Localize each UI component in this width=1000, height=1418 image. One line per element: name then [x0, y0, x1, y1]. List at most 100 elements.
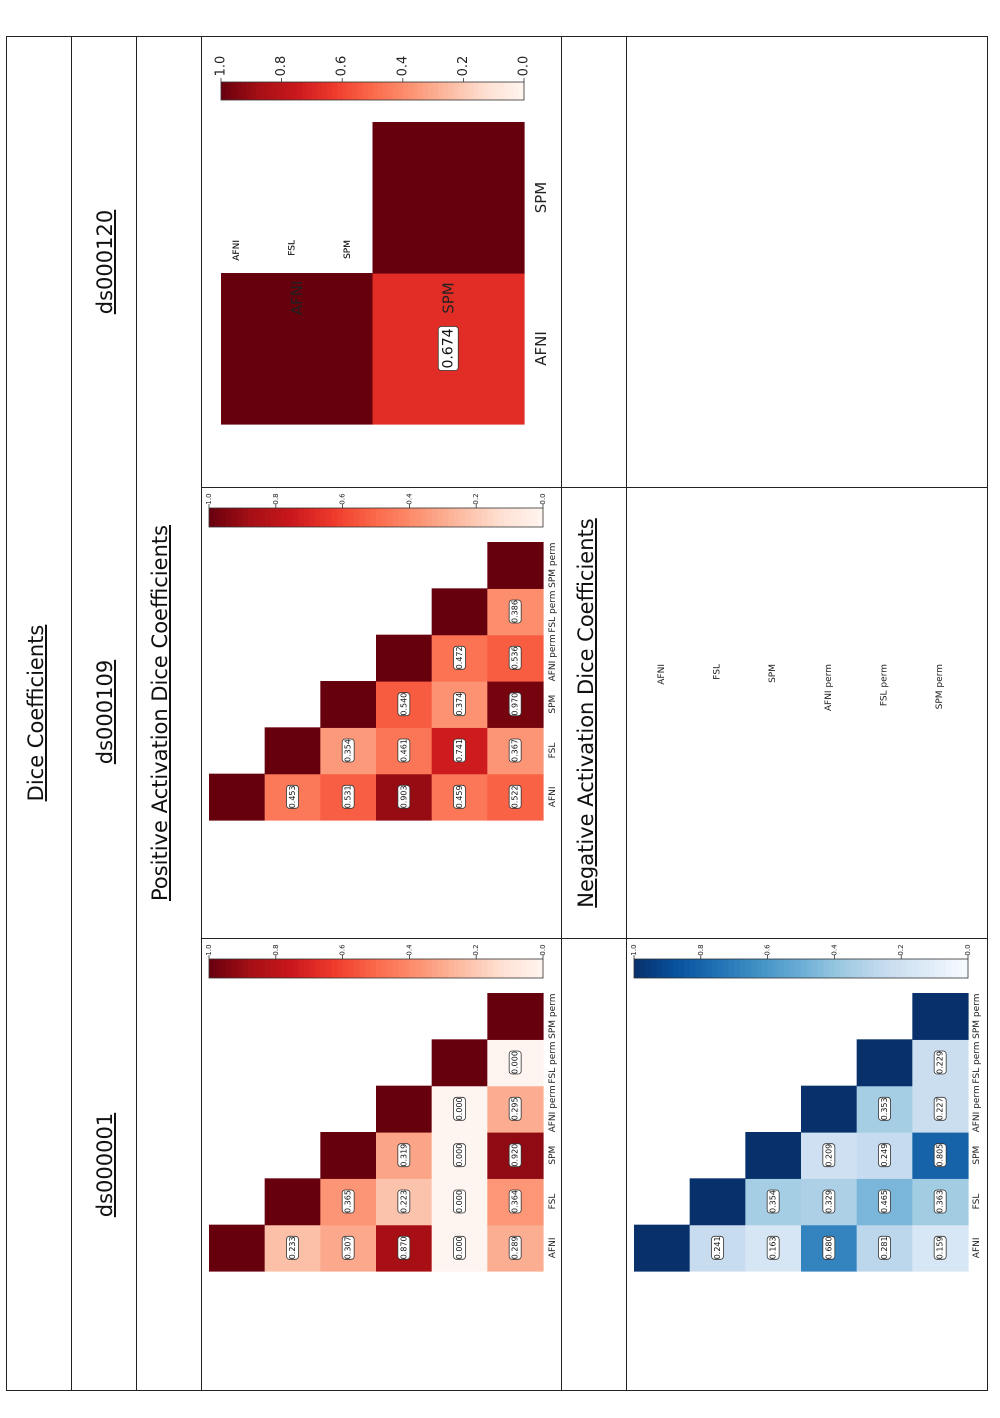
- colorbar-tick-label: 0.6: [764, 944, 772, 956]
- heatmap-cell: [320, 681, 377, 728]
- colorbar-segment: [817, 959, 824, 978]
- colorbar-segment: [266, 82, 272, 100]
- annotation-box: [822, 1235, 836, 1260]
- divider-cell-b: [201, 938, 988, 939]
- cell-annotation: 0.386: [511, 600, 520, 623]
- colorbar-tick-label: 0.2: [472, 944, 480, 955]
- colorbar-segment: [784, 959, 791, 978]
- heatmap-cell: [431, 1039, 488, 1087]
- colorbar-segment: [236, 508, 243, 527]
- heatmap-cell: [221, 273, 374, 425]
- annotation-box: [453, 1096, 466, 1121]
- colorbar-segment: [367, 82, 373, 100]
- colorbar-segment: [381, 508, 388, 527]
- colorbar-segment: [700, 959, 707, 978]
- row-label: FSL: [288, 240, 298, 256]
- colorbar-segment: [220, 508, 227, 527]
- colorbar-segment: [225, 959, 232, 978]
- annotation-box: [508, 1096, 522, 1121]
- colorbar-segment: [292, 508, 299, 527]
- colorbar-tick-label: 0.0: [539, 944, 547, 955]
- colorbar-segment: [806, 959, 813, 978]
- annotation-box: [286, 784, 299, 809]
- heatmap-cell: [372, 122, 525, 274]
- colorbar-segment: [878, 959, 885, 978]
- colorbar-segment: [508, 82, 515, 100]
- row-label: SPM: [343, 240, 353, 259]
- colorbar-segment: [221, 82, 227, 100]
- colorbar-segment: [762, 959, 769, 978]
- colorbar-segment: [270, 959, 277, 978]
- colorbar-segment: [242, 959, 249, 978]
- colorbar-frame: [208, 507, 544, 528]
- colorbar-segment: [459, 959, 466, 978]
- colorbar-segment: [689, 959, 696, 978]
- colorbar-segment: [426, 959, 433, 978]
- colorbar-frame: [220, 81, 525, 101]
- colorbar-segment: [465, 959, 472, 978]
- colorbar-segment: [890, 959, 897, 978]
- colorbar-segment: [392, 508, 399, 527]
- colorbar-segment: [292, 959, 299, 978]
- cell-annotation: 0.353: [880, 1097, 889, 1120]
- annotation-box: [766, 1189, 780, 1214]
- cell-annotation: 0.461: [399, 739, 408, 762]
- colorbar-segment: [342, 959, 349, 978]
- column-label: SPM: [972, 1146, 982, 1165]
- colorbar-segment: [906, 959, 913, 978]
- annotation-box: [878, 1235, 891, 1260]
- colorbar-segment: [286, 82, 293, 100]
- colorbar-segment: [253, 959, 260, 978]
- colorbar-segment: [337, 508, 344, 527]
- colorbar-segment: [353, 508, 360, 527]
- colorbar-segment: [412, 82, 419, 100]
- divider-datasets: [136, 36, 137, 1391]
- cell-annotation: 0.295: [511, 1097, 520, 1120]
- colorbar-segment: [231, 508, 238, 527]
- colorbar-segment: [767, 959, 774, 978]
- colorbar-segment: [236, 82, 242, 100]
- colorbar-segment: [281, 508, 288, 527]
- colorbar-segment: [487, 959, 494, 978]
- colorbar-segment: [812, 959, 819, 978]
- colorbar-segment: [433, 82, 439, 100]
- row-label: AFNI: [232, 240, 242, 261]
- colorbar-segment: [359, 508, 366, 527]
- colorbar-segment: [526, 959, 533, 978]
- colorbar-segment: [426, 508, 433, 527]
- heatmap-positive-ds000109: 0.453 0.531 0.354 0.903 0.461 0.540 0.459 0.741…: [205, 240, 558, 821]
- colorbar-segment: [403, 959, 410, 978]
- heatmap-cell: [376, 634, 433, 682]
- cell-annotation: 0.536: [511, 646, 520, 669]
- column-label: FSL perm: [548, 590, 558, 632]
- colorbar-segment: [259, 508, 266, 527]
- cell-annotation: 0.354: [769, 1190, 778, 1213]
- colorbar-segment: [706, 959, 713, 978]
- colorbar-segment: [377, 82, 384, 100]
- colorbar-segment: [488, 82, 495, 100]
- colorbar-segment: [291, 82, 298, 100]
- colorbar-segment: [739, 959, 746, 978]
- annotation-box: [933, 1096, 947, 1121]
- colorbar-segment: [951, 959, 958, 978]
- colorbar-segment: [275, 959, 282, 978]
- colorbar-segment: [420, 959, 427, 978]
- column-label: FSL: [972, 1194, 982, 1210]
- colorbar-segment: [398, 508, 405, 527]
- cell-annotation: 0.000: [455, 1190, 464, 1213]
- colorbar-segment: [734, 959, 741, 978]
- colorbar-tick-label: 1.0: [205, 493, 213, 504]
- row-label: FSL: [713, 664, 723, 680]
- colorbar-tick-label: 0.8: [274, 56, 289, 77]
- colorbar-segment: [276, 82, 283, 100]
- colorbar-segment: [423, 82, 429, 100]
- column-label: SPM: [548, 695, 558, 714]
- row-label: AFNI: [232, 240, 242, 261]
- colorbar-segment: [956, 959, 963, 978]
- colorbar-segment: [520, 959, 527, 978]
- row-label: FSL perm: [880, 664, 890, 706]
- colorbar-segment: [656, 959, 663, 978]
- row-label: SPM: [439, 282, 457, 314]
- colorbar-segment: [504, 959, 511, 978]
- colorbar-segment: [459, 508, 466, 527]
